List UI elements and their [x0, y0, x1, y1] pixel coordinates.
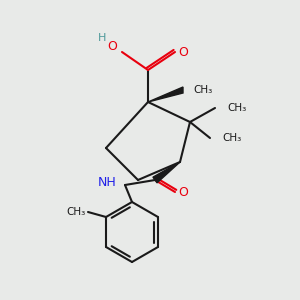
Text: H: H	[98, 33, 106, 43]
Polygon shape	[148, 87, 183, 102]
Text: CH₃: CH₃	[193, 85, 212, 95]
Polygon shape	[153, 162, 180, 183]
Text: NH: NH	[98, 176, 116, 188]
Text: O: O	[107, 40, 117, 52]
Text: CH₃: CH₃	[66, 207, 85, 217]
Text: O: O	[178, 185, 188, 199]
Text: O: O	[178, 46, 188, 59]
Text: CH₃: CH₃	[227, 103, 246, 113]
Text: CH₃: CH₃	[222, 133, 241, 143]
